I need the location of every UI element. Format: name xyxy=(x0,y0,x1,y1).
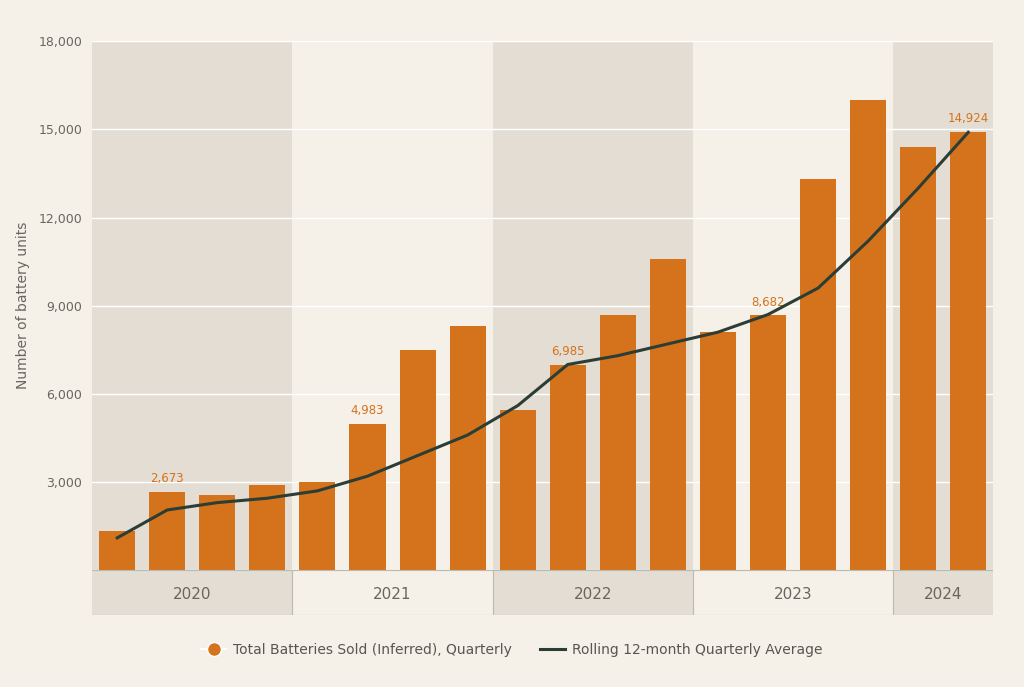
Bar xyxy=(349,424,385,570)
Bar xyxy=(200,495,236,570)
Bar xyxy=(92,570,293,615)
Bar xyxy=(950,132,986,570)
Bar xyxy=(399,350,435,570)
Bar xyxy=(893,41,993,570)
Text: 2020: 2020 xyxy=(173,587,212,602)
Text: 2024: 2024 xyxy=(924,587,963,602)
Bar xyxy=(700,332,736,570)
Bar xyxy=(92,41,293,570)
Bar xyxy=(800,179,836,570)
Bar xyxy=(900,147,936,570)
Bar xyxy=(693,41,893,570)
Bar xyxy=(693,570,893,615)
Bar xyxy=(550,365,586,570)
Text: 14,924: 14,924 xyxy=(947,112,989,125)
Bar xyxy=(493,41,693,570)
Bar xyxy=(250,485,286,570)
Bar xyxy=(750,315,786,570)
Bar xyxy=(850,100,886,570)
Text: 6,985: 6,985 xyxy=(551,346,585,359)
Text: 2021: 2021 xyxy=(374,587,412,602)
Text: 2,673: 2,673 xyxy=(151,472,184,485)
Bar xyxy=(493,570,693,615)
Bar xyxy=(293,41,493,570)
Legend: Total Batteries Sold (Inferred), Quarterly, Rolling 12-month Quarterly Average: Total Batteries Sold (Inferred), Quarter… xyxy=(196,638,828,663)
Bar xyxy=(450,326,485,570)
Text: 4,983: 4,983 xyxy=(351,405,384,417)
Bar xyxy=(99,530,135,570)
Text: 2022: 2022 xyxy=(573,587,612,602)
Y-axis label: Number of battery units: Number of battery units xyxy=(16,222,31,390)
Bar xyxy=(893,570,993,615)
Bar xyxy=(293,570,493,615)
Text: 8,682: 8,682 xyxy=(752,295,784,308)
Text: 2023: 2023 xyxy=(774,587,812,602)
Bar xyxy=(299,482,336,570)
Bar xyxy=(150,492,185,570)
Bar xyxy=(650,259,686,570)
Bar xyxy=(600,315,636,570)
Bar xyxy=(500,410,536,570)
